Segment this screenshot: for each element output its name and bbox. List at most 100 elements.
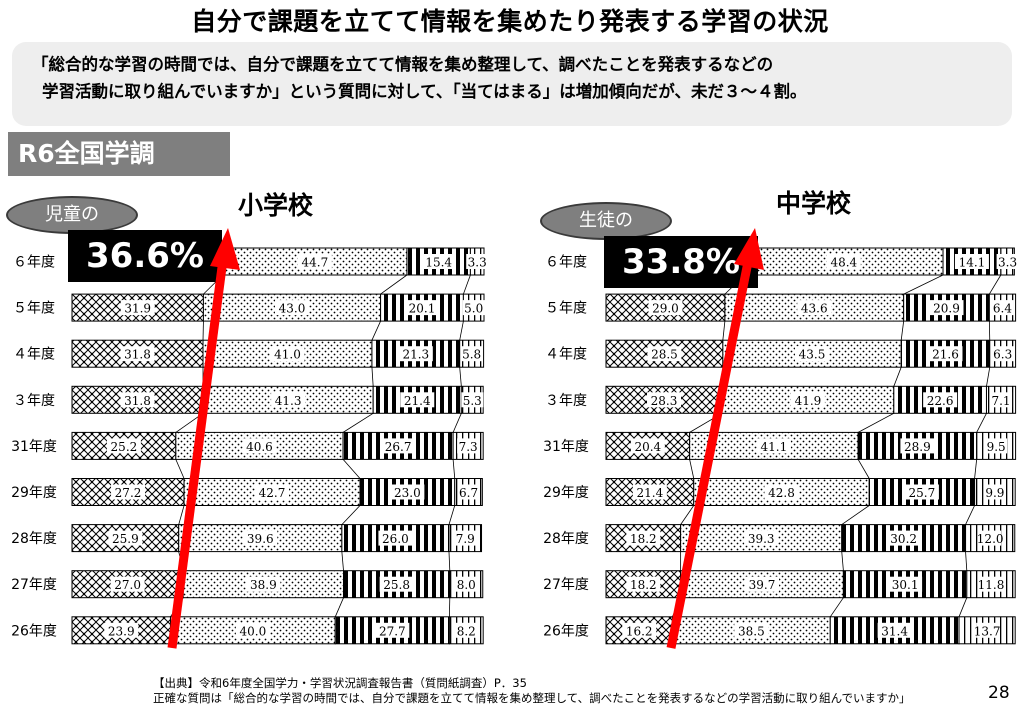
junior-high-chart-title: 中学校 bbox=[776, 189, 852, 218]
elementary-data-label: 8.2 bbox=[457, 624, 476, 638]
junior-high-connector-line bbox=[857, 412, 895, 433]
elementary-data-label-bg bbox=[120, 300, 155, 316]
elementary-data-label: 42.7 bbox=[259, 486, 286, 500]
junior-high-data-label: 31.4 bbox=[881, 624, 908, 638]
elementary-connector-line bbox=[371, 320, 381, 341]
elementary-data-label: 43.0 bbox=[279, 302, 306, 316]
junior-high-data-label-bg bbox=[990, 392, 1013, 408]
elementary-data-label-bg bbox=[460, 346, 483, 362]
junior-high-data-label: 14.1 bbox=[959, 256, 986, 270]
elementary-category-label: ３年度 bbox=[13, 393, 55, 409]
junior-high-data-label-bg bbox=[979, 530, 1002, 546]
junior-high-data-label-bg bbox=[888, 576, 923, 592]
page-title: 自分で課題を立てて情報を集めたり発表する学習の状況 bbox=[191, 7, 829, 36]
junior-high-data-label: 12.0 bbox=[977, 532, 1004, 546]
junior-high-data-label-bg bbox=[632, 484, 667, 500]
elementary-data-label-bg bbox=[111, 484, 146, 500]
junior-high-data-label: 9.9 bbox=[985, 486, 1004, 500]
summary-line-1: 「総合的な学習の時間では、自分で課題を立てて情報を集め整理して、調べたことを発表… bbox=[32, 55, 774, 74]
elementary-data-label: 38.9 bbox=[250, 578, 277, 592]
elementary-connector-line bbox=[459, 367, 462, 387]
elementary-data-label: 23.0 bbox=[394, 486, 421, 500]
junior-high-category-label: 27年度 bbox=[543, 577, 589, 593]
elementary-data-label: 26.0 bbox=[382, 532, 409, 546]
elementary-data-label: 27.2 bbox=[115, 486, 142, 500]
elementary-data-label-bg bbox=[275, 300, 310, 316]
elementary-connector-line bbox=[452, 459, 456, 479]
elementary-chart: ６年度 44.7 15.4 3.3 ５年度 31.9 43.0 20.1 5.0 ４年度 31.8 4… bbox=[0, 230, 500, 670]
junior-high-data-label: 6.3 bbox=[993, 348, 1012, 362]
elementary-connector-line bbox=[452, 413, 462, 433]
junior-high-data-label: 21.6 bbox=[932, 348, 959, 362]
elementary-data-label: 6.7 bbox=[459, 486, 478, 500]
junior-high-bar-somewhat-disagree bbox=[903, 293, 990, 322]
elementary-data-label-bg bbox=[455, 622, 478, 638]
elementary-data-label-bg bbox=[255, 484, 290, 500]
summary-line-2: 学習活動に取り組んでいますか」という質問に対して、「当てはまる」は増加傾向だが、… bbox=[42, 82, 807, 101]
elementary-connector-line bbox=[170, 597, 184, 618]
junior-high-data-label: 7.1 bbox=[991, 394, 1010, 408]
junior-high-data-label: 6.4 bbox=[993, 302, 1012, 316]
junior-high-data-label: 13.7 bbox=[974, 624, 1001, 638]
source-line-1: 【出典】令和6年度全国学力・学習状況調査報告書（質問紙調査）P．35 bbox=[153, 676, 527, 690]
junior-high-data-label-bg bbox=[904, 484, 939, 500]
junior-high-data-label: 30.2 bbox=[890, 532, 917, 546]
source-note: 【出典】令和6年度全国学力・学習状況調査報告書（質問紙調査）P．35 正確な質問… bbox=[153, 676, 911, 706]
junior-high-highlight-value: 33.8% bbox=[604, 236, 758, 288]
elementary-data-label-bg bbox=[120, 346, 155, 362]
elementary-category-label: 27年度 bbox=[11, 577, 57, 593]
junior-high-connector-line bbox=[672, 597, 681, 617]
elementary-data-label-bg bbox=[243, 530, 278, 546]
elementary-data-label: 21.4 bbox=[404, 394, 431, 408]
elementary-data-label-bg bbox=[378, 530, 413, 546]
junior-high-data-label: 39.7 bbox=[749, 578, 776, 592]
junior-high-connector-line bbox=[841, 505, 870, 525]
junior-high-data-label: 28.3 bbox=[651, 394, 678, 408]
junior-high-data-label: 9.5 bbox=[987, 440, 1006, 454]
junior-high-data-label: 38.5 bbox=[738, 624, 765, 638]
elementary-data-label: 5.0 bbox=[464, 302, 483, 316]
elementary-category-label: 29年度 bbox=[11, 485, 57, 501]
elementary-connector-line bbox=[371, 367, 374, 387]
junior-high-data-label: 43.5 bbox=[799, 348, 826, 362]
junior-high-connector-line bbox=[958, 597, 968, 617]
survey-badge: R6全国学調 bbox=[8, 132, 230, 176]
elementary-data-label-bg bbox=[381, 438, 416, 454]
junior-high-data-label-bg bbox=[877, 622, 912, 638]
junior-high-data-label: 43.6 bbox=[801, 302, 828, 316]
junior-high-data-label: 28.5 bbox=[651, 348, 678, 362]
elementary-data-label: 26.7 bbox=[385, 440, 412, 454]
junior-high-data-label-bg bbox=[900, 438, 935, 454]
source-line-2: 正確な質問は「総合的な学習の時間では、自分で課題を立てて情報を集め整理して、調べ… bbox=[153, 691, 911, 705]
elementary-category-label: 31年度 bbox=[11, 439, 57, 455]
page-number: 28 bbox=[988, 683, 1010, 703]
junior-high-data-label: 18.2 bbox=[630, 532, 657, 546]
elementary-data-label: 5.8 bbox=[462, 348, 481, 362]
junior-high-data-label-bg bbox=[983, 484, 1006, 500]
elementary-data-label: 39.6 bbox=[247, 532, 274, 546]
elementary-data-label: 25.8 bbox=[383, 578, 410, 592]
elementary-data-label: 8.0 bbox=[457, 578, 476, 592]
junior-high-annotation-label: 生徒の bbox=[540, 202, 672, 240]
junior-high-category-label: ４年度 bbox=[545, 347, 587, 363]
elementary-connector-line bbox=[463, 274, 471, 295]
junior-high-category-label: 29年度 bbox=[543, 485, 589, 501]
junior-high-connector-line bbox=[903, 274, 944, 295]
junior-high-connector-line bbox=[986, 367, 991, 387]
elementary-data-label-bg bbox=[297, 254, 332, 269]
elementary-annotation-label: 児童の bbox=[6, 196, 138, 234]
junior-high-data-label-bg bbox=[756, 438, 791, 454]
elementary-connector-line bbox=[175, 412, 204, 433]
elementary-data-label: 44.7 bbox=[302, 256, 329, 270]
elementary-category-label: ５年度 bbox=[13, 301, 55, 317]
junior-high-data-label-bg bbox=[626, 530, 661, 546]
junior-high-data-label: 21.4 bbox=[637, 486, 664, 500]
junior-high-data-label: 20.4 bbox=[634, 440, 661, 454]
elementary-data-label: 40.0 bbox=[240, 624, 267, 638]
junior-high-connector-line bbox=[680, 505, 695, 525]
elementary-category-label: 26年度 bbox=[11, 623, 57, 639]
junior-high-category-label: ６年度 bbox=[545, 255, 587, 271]
junior-high-data-label: 11.8 bbox=[978, 578, 1005, 592]
junior-high-data-label: 20.9 bbox=[933, 302, 960, 316]
junior-high-data-label-bg bbox=[954, 254, 989, 269]
